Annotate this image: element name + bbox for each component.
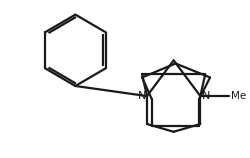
Text: N: N (138, 91, 146, 101)
Text: N: N (202, 91, 210, 101)
Text: Me: Me (231, 91, 246, 101)
